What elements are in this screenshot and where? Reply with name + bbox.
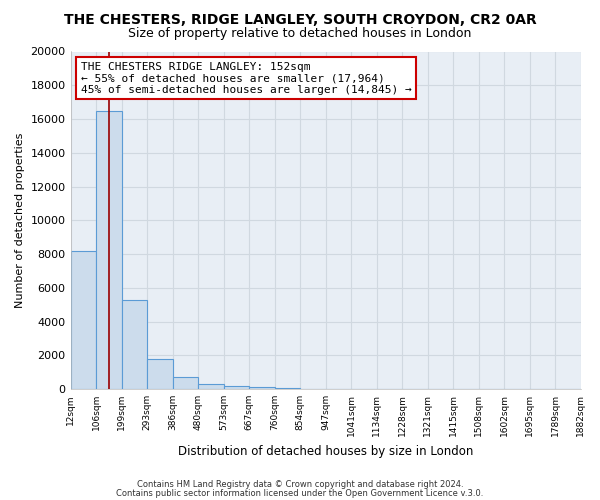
Bar bbox=[249, 388, 275, 389]
Bar bbox=[198, 384, 224, 389]
Text: Contains public sector information licensed under the Open Government Licence v.: Contains public sector information licen… bbox=[116, 489, 484, 498]
Text: THE CHESTERS RIDGE LANGLEY: 152sqm
← 55% of detached houses are smaller (17,964): THE CHESTERS RIDGE LANGLEY: 152sqm ← 55%… bbox=[81, 62, 412, 95]
Text: THE CHESTERS, RIDGE LANGLEY, SOUTH CROYDON, CR2 0AR: THE CHESTERS, RIDGE LANGLEY, SOUTH CROYD… bbox=[64, 12, 536, 26]
Text: Size of property relative to detached houses in London: Size of property relative to detached ho… bbox=[128, 28, 472, 40]
Bar bbox=[96, 110, 122, 389]
Bar bbox=[122, 300, 147, 389]
Bar bbox=[224, 386, 249, 389]
Bar bbox=[275, 388, 300, 389]
Bar bbox=[71, 250, 96, 389]
Bar bbox=[173, 378, 198, 389]
X-axis label: Distribution of detached houses by size in London: Distribution of detached houses by size … bbox=[178, 444, 473, 458]
Bar bbox=[147, 359, 173, 389]
Text: Contains HM Land Registry data © Crown copyright and database right 2024.: Contains HM Land Registry data © Crown c… bbox=[137, 480, 463, 489]
Y-axis label: Number of detached properties: Number of detached properties bbox=[15, 132, 25, 308]
